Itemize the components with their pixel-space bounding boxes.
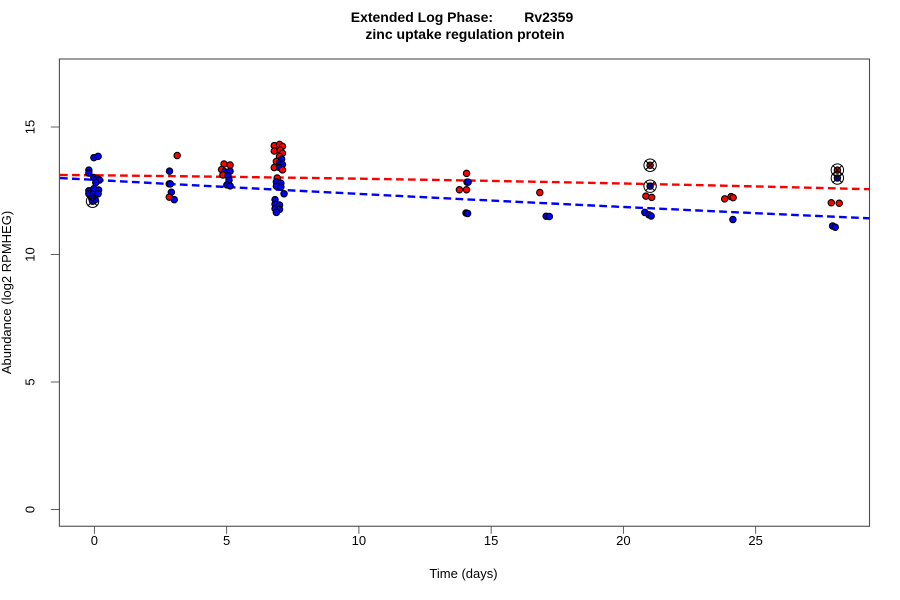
svg-text:15: 15	[23, 120, 38, 134]
svg-text:20: 20	[616, 533, 630, 548]
svg-text:Abundance (log2 RPMHEG): Abundance (log2 RPMHEG)	[0, 211, 14, 374]
svg-text:0: 0	[91, 533, 98, 548]
svg-text:10: 10	[352, 533, 366, 548]
svg-text:Time (days): Time (days)	[429, 566, 497, 581]
svg-text:5: 5	[223, 533, 230, 548]
svg-text:zinc uptake regulation protein: zinc uptake regulation protein	[365, 26, 564, 42]
svg-text:0: 0	[23, 506, 38, 513]
svg-text:5: 5	[23, 378, 38, 385]
svg-text:15: 15	[484, 533, 498, 548]
svg-text:10: 10	[23, 247, 38, 261]
svg-text:Extended Log Phase: Rv2: Extended Log Phase: Rv2359	[351, 9, 574, 25]
svg-text:25: 25	[748, 533, 762, 548]
